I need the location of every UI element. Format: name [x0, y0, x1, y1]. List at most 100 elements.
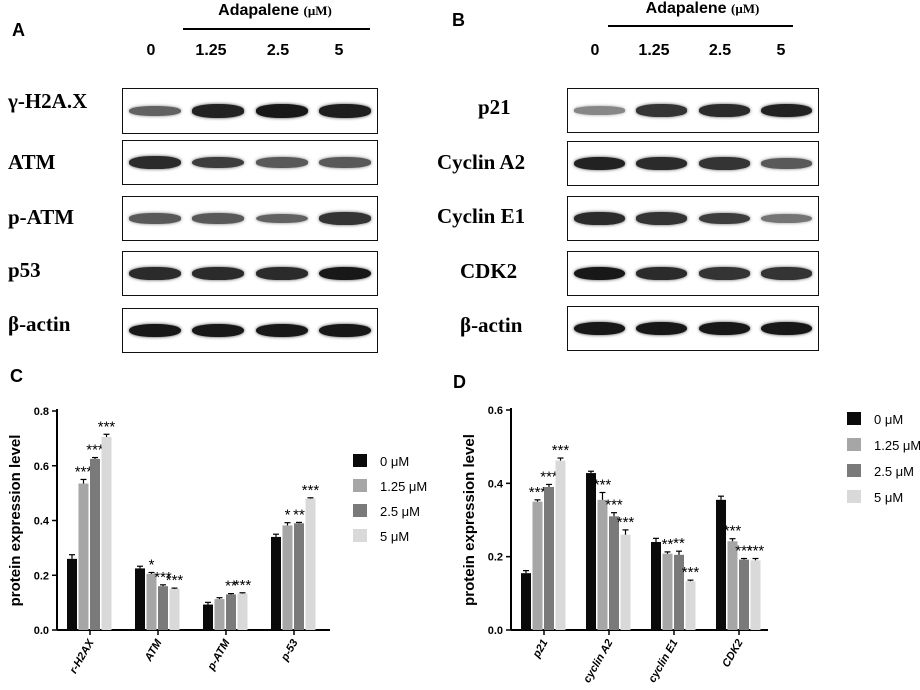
significance-label: ***: [552, 442, 570, 459]
panel-a-lane-label: 0: [146, 42, 156, 59]
bar: [282, 525, 293, 630]
bar: [597, 499, 608, 630]
panel-a-lane-label: 5: [334, 42, 344, 59]
legend-swatch: [847, 490, 861, 503]
y-axis-label: protein expression level: [7, 435, 24, 607]
bar: [305, 498, 316, 630]
bar: [651, 542, 661, 630]
bar: [203, 604, 213, 630]
bar: [727, 541, 738, 630]
bar: [674, 554, 684, 630]
significance-label: **: [673, 535, 685, 552]
panel-a-row-label: β-actin: [8, 312, 71, 336]
panel-b-row-label: β-actin: [460, 313, 523, 337]
blot-band: [698, 212, 750, 225]
blot-band: [128, 323, 181, 338]
legend-label: 0 μM: [874, 412, 903, 427]
blot-band: [319, 323, 372, 338]
bar: [521, 573, 531, 630]
significance-label: ***: [747, 543, 765, 560]
significance-label: ***: [302, 482, 320, 499]
blot-band: [636, 212, 688, 225]
legend-swatch: [353, 529, 367, 542]
blot-band: [573, 212, 625, 225]
blot-band: [192, 323, 245, 338]
bar: [214, 599, 225, 630]
blot-band: [255, 157, 308, 168]
blot-band: [255, 323, 308, 338]
blot-band: [636, 321, 688, 336]
panel-b-treatment-name: Adapalene: [645, 0, 727, 17]
panel-b-lane-label: 0: [590, 42, 600, 59]
panel-b-blot-cyclin-a2: [567, 141, 819, 186]
bar: [662, 553, 673, 630]
panel-b-letter: B: [452, 10, 465, 30]
blot-band: [128, 213, 181, 224]
chart-c: 0.0 0.2 0.4 0.6 0.8 protein expression level *…: [7, 406, 427, 676]
panel-a-row-label: γ-H2A.X: [8, 89, 88, 113]
significance-label: ***: [540, 468, 558, 485]
blot-band: [128, 156, 181, 169]
bar: [555, 460, 566, 630]
x-tick-label: cyclin E1: [646, 638, 680, 685]
y-tick-label: 0.6: [488, 405, 503, 417]
blot-band: [636, 157, 688, 170]
panel-b-row-label: p21: [478, 95, 511, 119]
blot-band: [761, 213, 813, 224]
panel-a-blot-p53: [122, 251, 378, 296]
panel-a-blot-beta-actin: [122, 308, 378, 353]
y-tick-label: 0.6: [34, 461, 49, 473]
significance-label: ***: [234, 577, 252, 594]
bar: [586, 473, 596, 630]
x-tick-label: r-H2ΑX: [68, 637, 97, 676]
bar: [716, 499, 726, 630]
blot-band: [255, 213, 308, 224]
legend-swatch: [847, 438, 861, 451]
y-tick-label: 0.0: [488, 625, 503, 637]
blot-band: [255, 104, 308, 118]
bar: [685, 581, 696, 630]
legend-swatch: [353, 454, 367, 467]
panel-b-row-label: Cyclin E1: [437, 204, 526, 228]
panel-b-lane-label: 1.25: [638, 42, 670, 59]
bar: [294, 523, 304, 630]
significance-label: ***: [735, 543, 753, 560]
bar: [169, 588, 180, 630]
significance-label: ***: [605, 497, 623, 514]
y-tick-label: 0.2: [34, 570, 49, 582]
blot-band: [128, 267, 181, 280]
blot-band: [761, 103, 813, 118]
panel-b-blot-p21: [567, 88, 819, 133]
panel-b-lane-label: 5: [776, 42, 786, 59]
blot-band: [698, 104, 750, 117]
significance-label: *: [149, 557, 155, 574]
x-tick-label: cyclin A2: [581, 638, 615, 685]
panel-a-treatment-header: Adapalene (μM): [190, 2, 360, 20]
blot-band: [761, 158, 813, 169]
bar: [271, 536, 281, 630]
panel-a-blot-gamma-h2ax: [122, 88, 378, 134]
bar: [135, 568, 145, 630]
legend-label: 2.5 μM: [380, 504, 420, 519]
bar: [544, 487, 554, 630]
panel-a-row-label: ATM: [8, 150, 56, 174]
panel-c-letter: C: [10, 366, 23, 386]
significance-label: **: [293, 506, 305, 523]
panel-a-row-label: p53: [8, 258, 41, 282]
significance-label: ***: [98, 418, 116, 435]
y-tick-label: 0.4: [34, 516, 50, 528]
blot-band: [761, 321, 813, 336]
bar: [101, 437, 112, 630]
blot-band: [636, 267, 688, 280]
x-tick-label: p-ATM: [205, 637, 233, 674]
significance-label: ***: [166, 572, 184, 589]
panel-a-blot-atm: [122, 140, 378, 185]
significance-label: ***: [529, 484, 547, 501]
blot-band: [319, 157, 372, 168]
blot-band: [192, 213, 245, 224]
bar: [226, 594, 236, 630]
panel-b-treatment-rule: [608, 25, 793, 27]
panel-a-treatment-unit: (μM): [303, 3, 332, 18]
y-tick-label: 0.0: [34, 625, 49, 637]
